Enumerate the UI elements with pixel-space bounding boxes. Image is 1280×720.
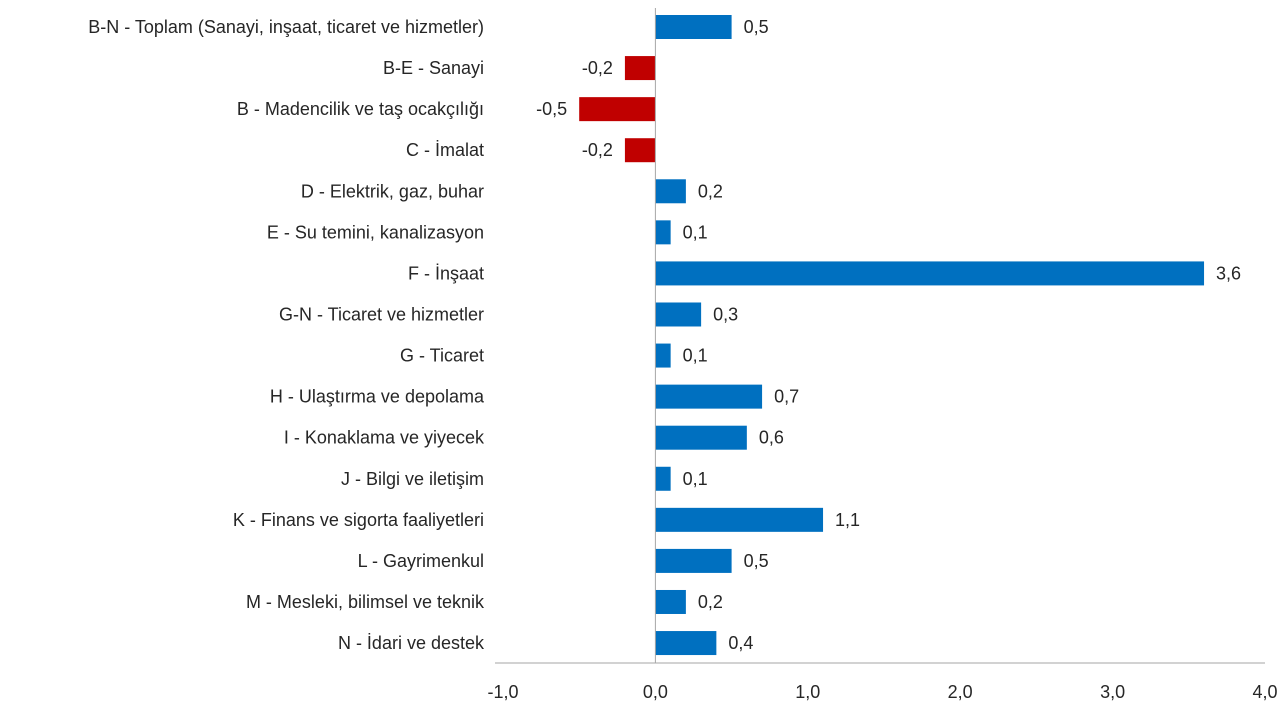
data-label: 0,6 [759,428,784,448]
bar [655,631,717,656]
data-label: 0,3 [713,304,738,324]
category-label: E - Su temini, kanalizasyon [267,222,484,242]
x-tick-label: 1,0 [795,682,820,702]
x-tick-label: 2,0 [948,682,973,702]
category-label: B-N - Toplam (Sanayi, inşaat, ticaret ve… [88,17,484,37]
data-label: 0,2 [698,181,723,201]
data-label: 0,5 [744,17,769,37]
bar [624,138,656,163]
x-tick-label: -1,0 [487,682,518,702]
category-label: J - Bilgi ve iletişim [341,469,484,489]
data-label: 1,1 [835,510,860,530]
data-label: 0,2 [698,592,723,612]
bar [655,15,732,39]
category-label: F - İnşaat [408,263,484,283]
category-label: K - Finans ve sigorta faaliyetleri [233,510,484,530]
data-label: -0,5 [536,99,567,119]
category-label: N - İdari ve destek [338,633,485,653]
bar [624,56,656,81]
data-label: -0,2 [582,58,613,78]
bar [655,220,671,245]
category-label: B-E - Sanayi [383,58,484,78]
category-label: C - İmalat [406,140,484,160]
data-label: 0,4 [728,633,753,653]
x-tick-label: 3,0 [1100,682,1125,702]
bar [655,507,824,532]
bar [655,466,671,491]
bar [655,302,702,327]
data-label: 0,7 [774,387,799,407]
bar [655,261,1205,286]
data-label: -0,2 [582,140,613,160]
category-label: G-N - Ticaret ve hizmetler [279,304,484,324]
category-label: G - Ticaret [400,346,484,366]
bar [655,179,686,204]
data-label: 0,5 [744,551,769,571]
data-label: 0,1 [683,346,708,366]
category-label: H - Ulaştırma ve depolama [270,387,485,407]
x-tick-label: 0,0 [643,682,668,702]
category-label: M - Mesleki, bilimsel ve teknik [246,592,485,612]
data-label: 0,1 [683,469,708,489]
bar [655,384,763,409]
x-tick-label: 4,0 [1252,682,1277,702]
category-label: B - Madencilik ve taş ocakçılığı [237,99,484,119]
data-label: 3,6 [1216,263,1241,283]
bar [579,97,656,122]
bar [655,343,671,368]
bar [655,425,747,450]
bar [655,548,732,573]
category-label: D - Elektrik, gaz, buhar [301,181,484,201]
category-label: L - Gayrimenkul [358,551,484,571]
bar [655,589,686,614]
data-label: 0,1 [683,222,708,242]
category-label: I - Konaklama ve yiyecek [284,428,485,448]
